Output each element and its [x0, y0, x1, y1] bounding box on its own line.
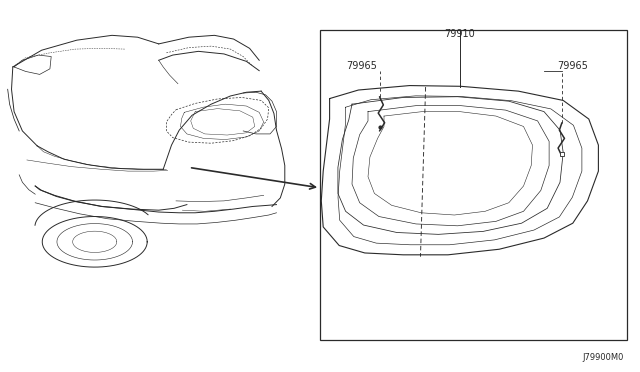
Text: 79965: 79965: [557, 61, 588, 71]
Text: 79910: 79910: [444, 29, 475, 39]
Text: J79900M0: J79900M0: [582, 353, 624, 362]
Bar: [320, 30, 627, 340]
Text: 79965: 79965: [346, 61, 377, 71]
